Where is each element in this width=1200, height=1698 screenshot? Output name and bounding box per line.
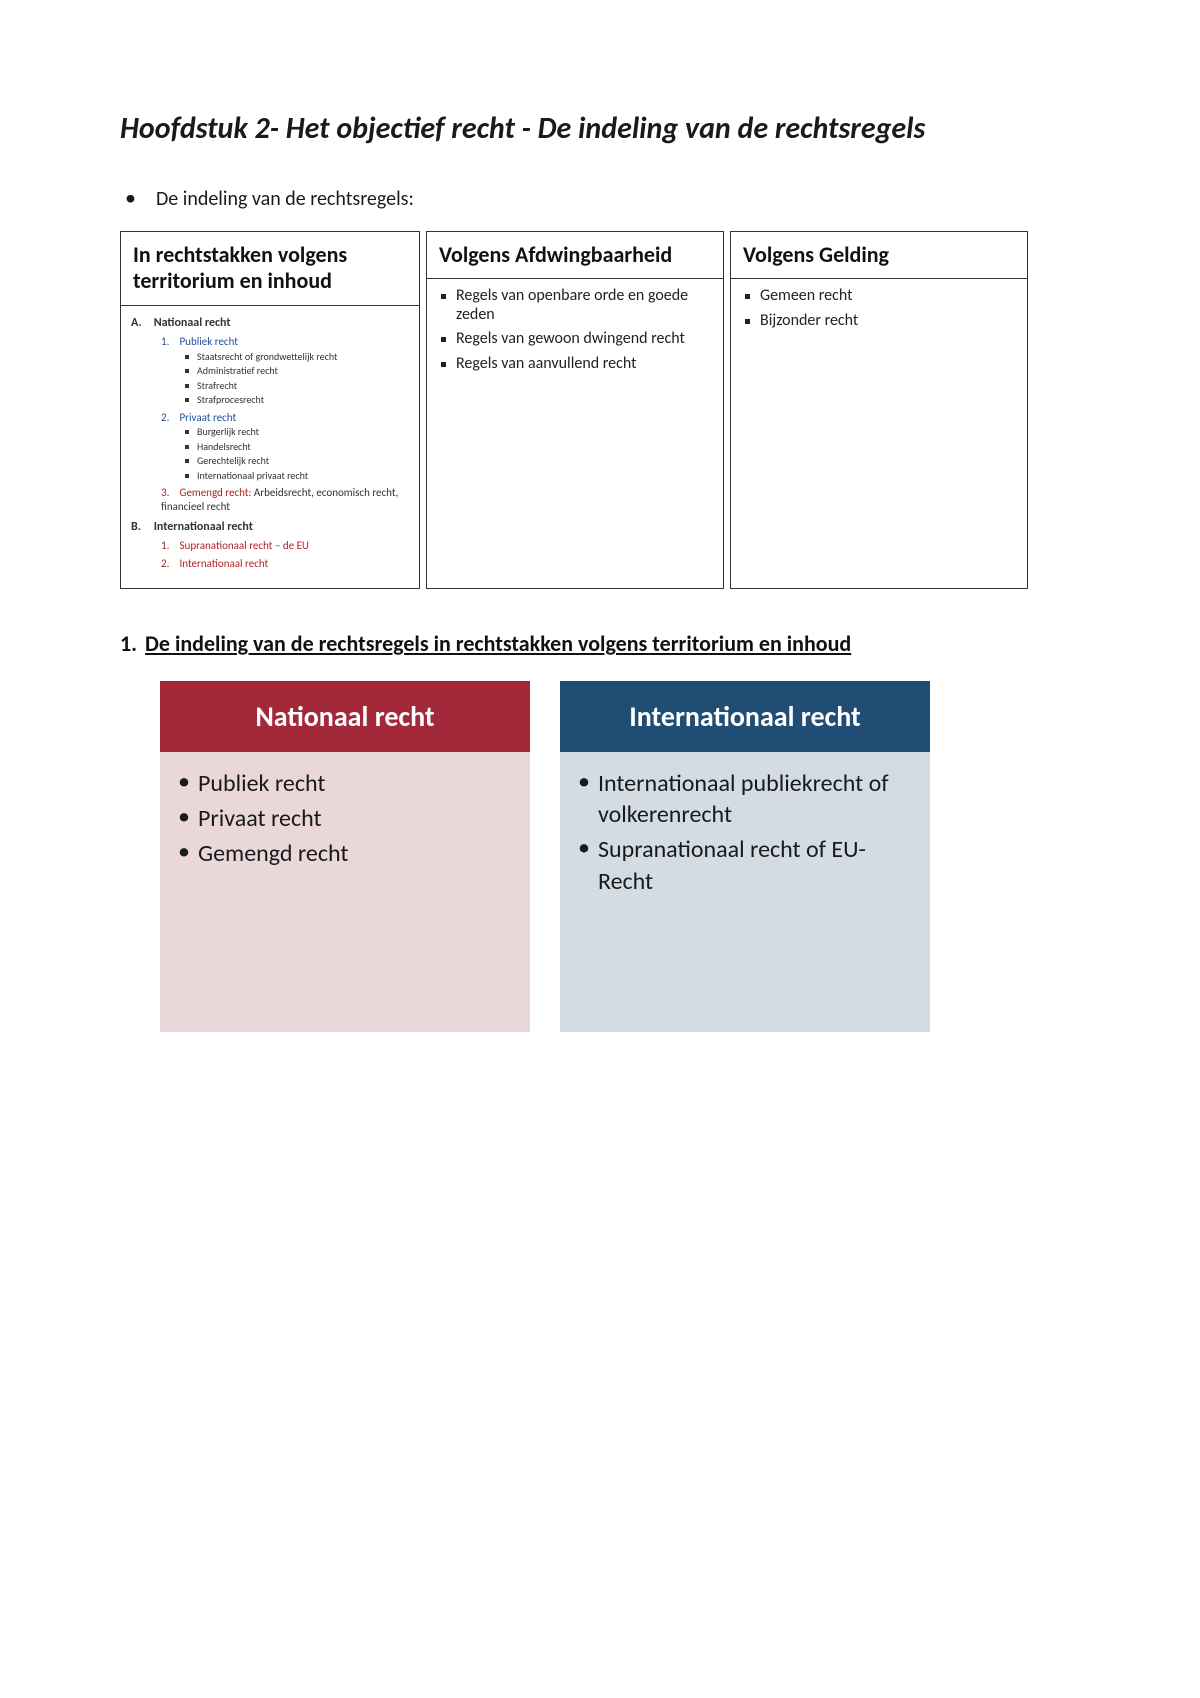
classification-table: In rechtstakken volgens territorium en i… [120, 231, 1080, 589]
table-col-territorium: In rechtstakken volgens territorium en i… [120, 231, 420, 589]
section-1-heading: 1.De indeling van de rechtsregels in rec… [120, 629, 1080, 659]
outline-B2: 2. Internationaal recht [161, 557, 409, 571]
outline-A2-item: Internationaal privaat recht [185, 470, 409, 483]
list-item: Regels van gewoon dwingend recht [437, 330, 713, 348]
list-item: Regels van aanvullend recht [437, 355, 713, 373]
outline-A1: 1. Publiek recht [161, 335, 409, 349]
list-item: Bijzonder recht [741, 312, 1017, 330]
outline-A1-item: Strafprocesrecht [185, 394, 409, 407]
square-bullet-icon [441, 362, 446, 367]
card-nationaal: Nationaal recht •Publiek recht •Privaat … [160, 681, 530, 1032]
card-item: •Publiek recht [178, 768, 518, 799]
square-bullet-icon [441, 337, 446, 342]
col3-header: Volgens Gelding [731, 232, 1027, 279]
col3-body: Gemeen recht Bijzonder recht [731, 279, 1027, 588]
card-internationaal: Internationaal recht •Internationaal pub… [560, 681, 930, 1032]
outline-A1-item: Staatsrecht of grondwettelijk recht [185, 351, 409, 364]
outline-A2-item: Gerechtelijk recht [185, 455, 409, 468]
card-internationaal-body: •Internationaal publiekrecht of volkeren… [560, 752, 930, 1032]
outline-A2-item: Burgerlijk recht [185, 426, 409, 439]
outline-A2: 2. Privaat recht [161, 411, 409, 425]
bullet-dot-icon: • [578, 768, 590, 796]
col1-header: In rechtstakken volgens territorium en i… [121, 232, 419, 306]
card-nationaal-body: •Publiek recht •Privaat recht •Gemengd r… [160, 752, 530, 1032]
page-title: Hoofdstuk 2- Het objectief recht - De in… [120, 110, 1080, 147]
col1-body: A. Nationaal recht 1. Publiek recht Staa… [121, 306, 419, 589]
card-nationaal-title: Nationaal recht [160, 681, 530, 752]
intro-text: De indeling van de rechtsregels: [156, 187, 414, 211]
intro-bullet: • De indeling van de rechtsregels: [125, 187, 1080, 211]
bullet-dot-icon: • [125, 187, 136, 209]
outline-B1: 1. Supranationaal recht – de EU [161, 539, 409, 553]
bullet-dot-icon: • [178, 768, 190, 796]
square-bullet-icon [745, 319, 750, 324]
square-bullet-icon [185, 459, 189, 463]
square-bullet-icon [185, 445, 189, 449]
card-item: •Internationaal publiekrecht of volkeren… [578, 768, 918, 830]
section-1: 1.De indeling van de rechtsregels in rec… [120, 629, 1080, 1032]
outline-A1-item: Strafrecht [185, 380, 409, 393]
square-bullet-icon [185, 384, 189, 388]
card-item: •Gemengd recht [178, 838, 518, 869]
list-item: Regels van openbare orde en goede zeden [437, 287, 713, 324]
bullet-dot-icon: • [178, 838, 190, 866]
outline-A: A. Nationaal recht [131, 316, 409, 331]
square-bullet-icon [441, 294, 446, 299]
outline-B: B. Internationaal recht [131, 520, 409, 535]
square-bullet-icon [185, 398, 189, 402]
card-internationaal-title: Internationaal recht [560, 681, 930, 752]
square-bullet-icon [185, 474, 189, 478]
table-col-gelding: Volgens Gelding Gemeen recht Bijzonder r… [730, 231, 1028, 589]
square-bullet-icon [185, 430, 189, 434]
bullet-dot-icon: • [178, 803, 190, 831]
col2-header: Volgens Afdwingbaarheid [427, 232, 723, 279]
col2-body: Regels van openbare orde en goede zeden … [427, 279, 723, 588]
bullet-dot-icon: • [578, 834, 590, 862]
square-bullet-icon [185, 355, 189, 359]
list-item: Gemeen recht [741, 287, 1017, 305]
card-item: •Privaat recht [178, 803, 518, 834]
outline-A3: 3. Gemengd recht: Arbeidsrecht, economis… [161, 486, 409, 514]
square-bullet-icon [745, 294, 750, 299]
category-cards: Nationaal recht •Publiek recht •Privaat … [120, 681, 1080, 1032]
card-item: •Supranationaal recht of EU- Recht [578, 834, 918, 896]
square-bullet-icon [185, 369, 189, 373]
outline-A1-item: Administratief recht [185, 365, 409, 378]
document-page: Hoofdstuk 2- Het objectief recht - De in… [0, 0, 1200, 1032]
table-col-afdwingbaarheid: Volgens Afdwingbaarheid Regels van openb… [426, 231, 724, 589]
outline-A2-item: Handelsrecht [185, 441, 409, 454]
